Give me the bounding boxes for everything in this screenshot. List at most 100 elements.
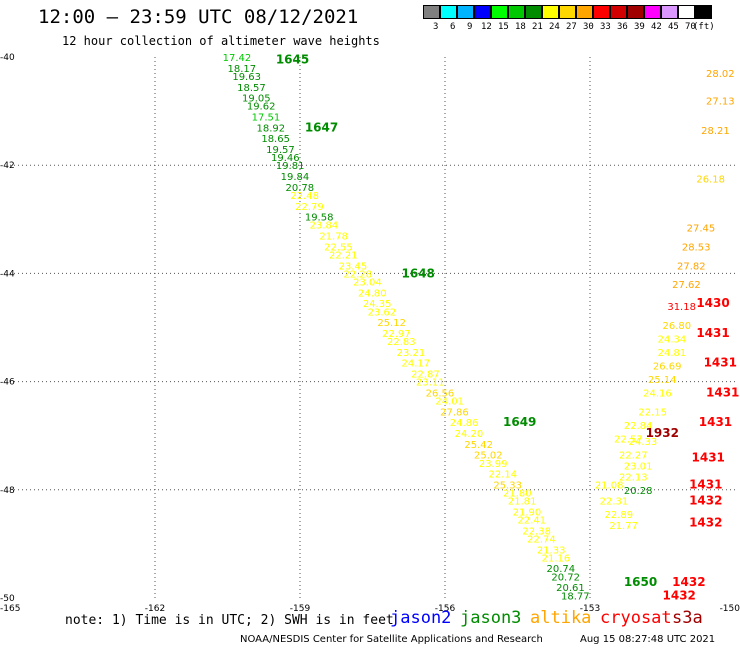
pass-time-label: 1432 <box>689 494 722 508</box>
wave-height-value: 18.65 <box>261 134 290 145</box>
color-swatch <box>440 5 457 19</box>
wave-height-value: 22.41 <box>518 516 547 527</box>
pass-time-label: 1645 <box>276 53 309 67</box>
color-scale <box>423 5 712 19</box>
wave-height-value: 17.51 <box>252 113 281 124</box>
wave-height-value: 21.78 <box>319 232 348 243</box>
color-swatch <box>559 5 576 19</box>
wave-height-value: 23.21 <box>397 348 426 359</box>
color-swatch <box>423 5 440 19</box>
wave-height-value: 22.89 <box>605 510 634 521</box>
wave-height-value: 24.16 <box>643 388 672 399</box>
satellite-legend-cryosat: cryosat <box>600 608 672 628</box>
color-swatch <box>508 5 525 19</box>
wave-height-value: 28.21 <box>701 126 730 137</box>
wave-height-value: 19.58 <box>305 213 334 224</box>
pass-time-label: 1432 <box>689 515 722 529</box>
wave-height-value: 19.05 <box>242 94 271 105</box>
color-scale-label: 70 <box>685 22 696 32</box>
color-scale-label: 9 <box>467 22 473 32</box>
wave-height-value: 20.78 <box>286 183 315 194</box>
wave-height-value: 22.79 <box>295 202 324 213</box>
longitude-label: -150 <box>720 604 740 614</box>
color-swatch <box>491 5 508 19</box>
wave-height-value: 24.35 <box>363 299 392 310</box>
color-scale-label: 24 <box>549 22 560 32</box>
wave-height-value: 24.17 <box>402 359 431 370</box>
wave-height-value: 18.17 <box>228 64 257 75</box>
wave-height-value: 22.84 <box>624 421 653 432</box>
wave-height-value: 22.21 <box>329 250 358 261</box>
latitude-label: -48 <box>0 486 15 496</box>
wave-height-value: 24.20 <box>455 429 484 440</box>
color-scale-label: 3 <box>433 22 439 32</box>
wave-height-value: 20.28 <box>624 486 653 497</box>
map-subtitle: 12 hour collection of altimeter wave hei… <box>62 34 380 48</box>
wave-height-value: 21.81 <box>508 497 537 508</box>
color-swatch <box>593 5 610 19</box>
wave-height-value: 23.11 <box>416 378 445 389</box>
wave-height-value: 21.08 <box>595 480 624 491</box>
color-scale-label: 36 <box>617 22 628 32</box>
color-swatch <box>661 5 678 19</box>
wave-height-value: 26.18 <box>696 175 725 186</box>
longitude-label: -153 <box>580 604 600 614</box>
wave-height-value: 22.14 <box>489 470 518 481</box>
color-scale-label: 33 <box>600 22 611 32</box>
color-swatch <box>695 5 712 19</box>
wave-height-value: 23.62 <box>368 307 397 318</box>
color-swatch <box>474 5 491 19</box>
pass-time-label: 1431 <box>706 385 739 399</box>
wave-height-value: 22.97 <box>382 329 411 340</box>
wave-height-value: 24.01 <box>435 397 464 408</box>
wave-height-value: 22.55 <box>324 242 353 253</box>
color-swatch <box>610 5 627 19</box>
wave-height-value: 22.15 <box>638 407 667 418</box>
pass-time-label: 1431 <box>704 356 737 370</box>
pass-time-label: 1431 <box>692 450 725 464</box>
wave-height-value: 22.74 <box>527 534 556 545</box>
satellite-legend-jason3: jason3 <box>460 608 522 628</box>
pass-time-label: 1650 <box>624 575 657 589</box>
footer-credit: NOAA/NESDIS Center for Satellite Applica… <box>240 634 543 645</box>
note-text: note: 1) Time is in UTC; 2) SWH is in fe… <box>65 613 394 628</box>
pass-time-label: 1432 <box>672 575 705 589</box>
wave-height-value: 23.04 <box>353 278 382 289</box>
map-title: 12:00 — 23:59 UTC 08/12/2021 <box>38 6 359 28</box>
wave-height-value: 18.92 <box>257 123 286 134</box>
pass-time-label: 1647 <box>305 120 338 134</box>
color-scale-label: 15 <box>498 22 509 32</box>
wave-height-value: 20.61 <box>556 583 585 594</box>
wave-height-value: 20.74 <box>547 564 576 575</box>
wave-height-value: 24.80 <box>358 288 387 299</box>
wave-height-value: 21.16 <box>542 553 571 564</box>
satellite-legend-altika: altika <box>530 608 592 628</box>
wave-height-value: 24.86 <box>450 418 479 429</box>
color-swatch <box>542 5 559 19</box>
wave-height-value: 20.72 <box>551 572 580 583</box>
wave-height-value: 28.02 <box>706 69 735 80</box>
wave-height-value: 22.28 <box>344 269 373 280</box>
color-scale-unit: (ft) <box>693 22 715 32</box>
wave-height-value: 19.46 <box>271 153 300 164</box>
wave-height-value: 21.33 <box>537 545 566 556</box>
color-swatch <box>644 5 661 19</box>
wave-height-value: 17.42 <box>223 53 252 64</box>
latitude-label: -40 <box>0 53 15 63</box>
wave-height-value: 18.57 <box>237 83 266 94</box>
wave-height-value: 21.80 <box>503 489 532 500</box>
wave-height-value: 25.42 <box>464 440 493 451</box>
wave-height-value: 31.18 <box>667 302 696 313</box>
wave-height-value: 22.13 <box>619 472 648 483</box>
wave-height-value: 25.33 <box>493 480 522 491</box>
longitude-label: -162 <box>145 604 165 614</box>
wave-height-value: 22.87 <box>411 369 440 380</box>
wave-height-value: 24.33 <box>629 437 658 448</box>
wave-height-value: 26.56 <box>426 388 455 399</box>
wave-height-value: 27.82 <box>677 261 706 272</box>
wave-height-value: 23.84 <box>310 221 339 232</box>
color-scale-label: 27 <box>566 22 577 32</box>
pass-time-label: 1932 <box>646 426 679 440</box>
color-swatch <box>627 5 644 19</box>
